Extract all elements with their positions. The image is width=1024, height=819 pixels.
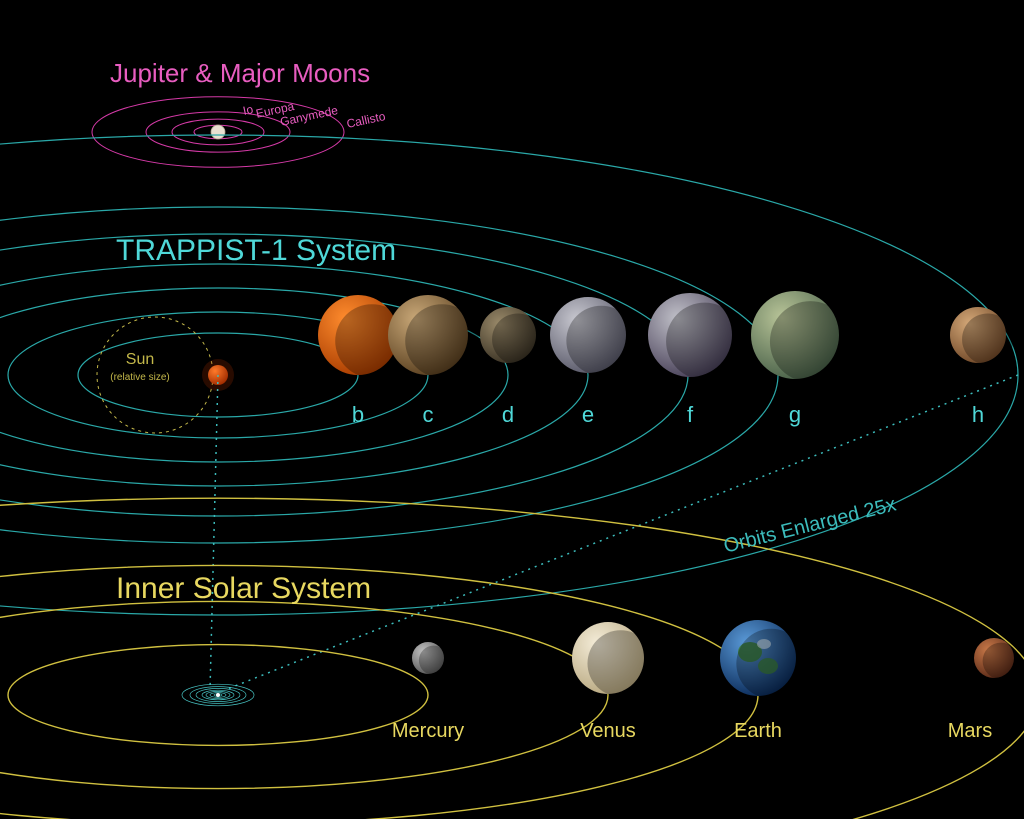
jupiter-moon-label-callisto: Callisto bbox=[345, 109, 386, 131]
jupiter-title: Jupiter & Major Moons bbox=[110, 58, 370, 89]
orbits-enlarged-note: Orbits Enlarged 25x bbox=[721, 493, 898, 558]
sun-label-text: Sun bbox=[126, 351, 154, 368]
trappist-planet-label-c: c bbox=[423, 402, 434, 428]
sun-label-sub: (relative size) bbox=[110, 372, 169, 383]
inner-planet-label-earth: Earth bbox=[734, 720, 782, 743]
inner-planet-label-mars: Mars bbox=[948, 720, 992, 743]
trappist-planet-label-e: e bbox=[582, 402, 594, 428]
trappist-planet-label-f: f bbox=[687, 402, 693, 428]
trappist-planet-label-b: b bbox=[352, 402, 364, 428]
sun-label: Sun (relative size) bbox=[110, 352, 169, 384]
jupiter-moon-label-io: Io bbox=[242, 102, 255, 118]
inner-title: Inner Solar System bbox=[116, 572, 371, 606]
trappist-planet-label-h: h bbox=[972, 402, 984, 428]
trappist-planet-label-g: g bbox=[789, 402, 801, 428]
inner-planet-label-mercury: Mercury bbox=[392, 720, 464, 743]
inner-planet-label-venus: Venus bbox=[580, 720, 636, 743]
trappist-planet-label-d: d bbox=[502, 402, 514, 428]
trappist-title: TRAPPIST-1 System bbox=[116, 234, 396, 268]
